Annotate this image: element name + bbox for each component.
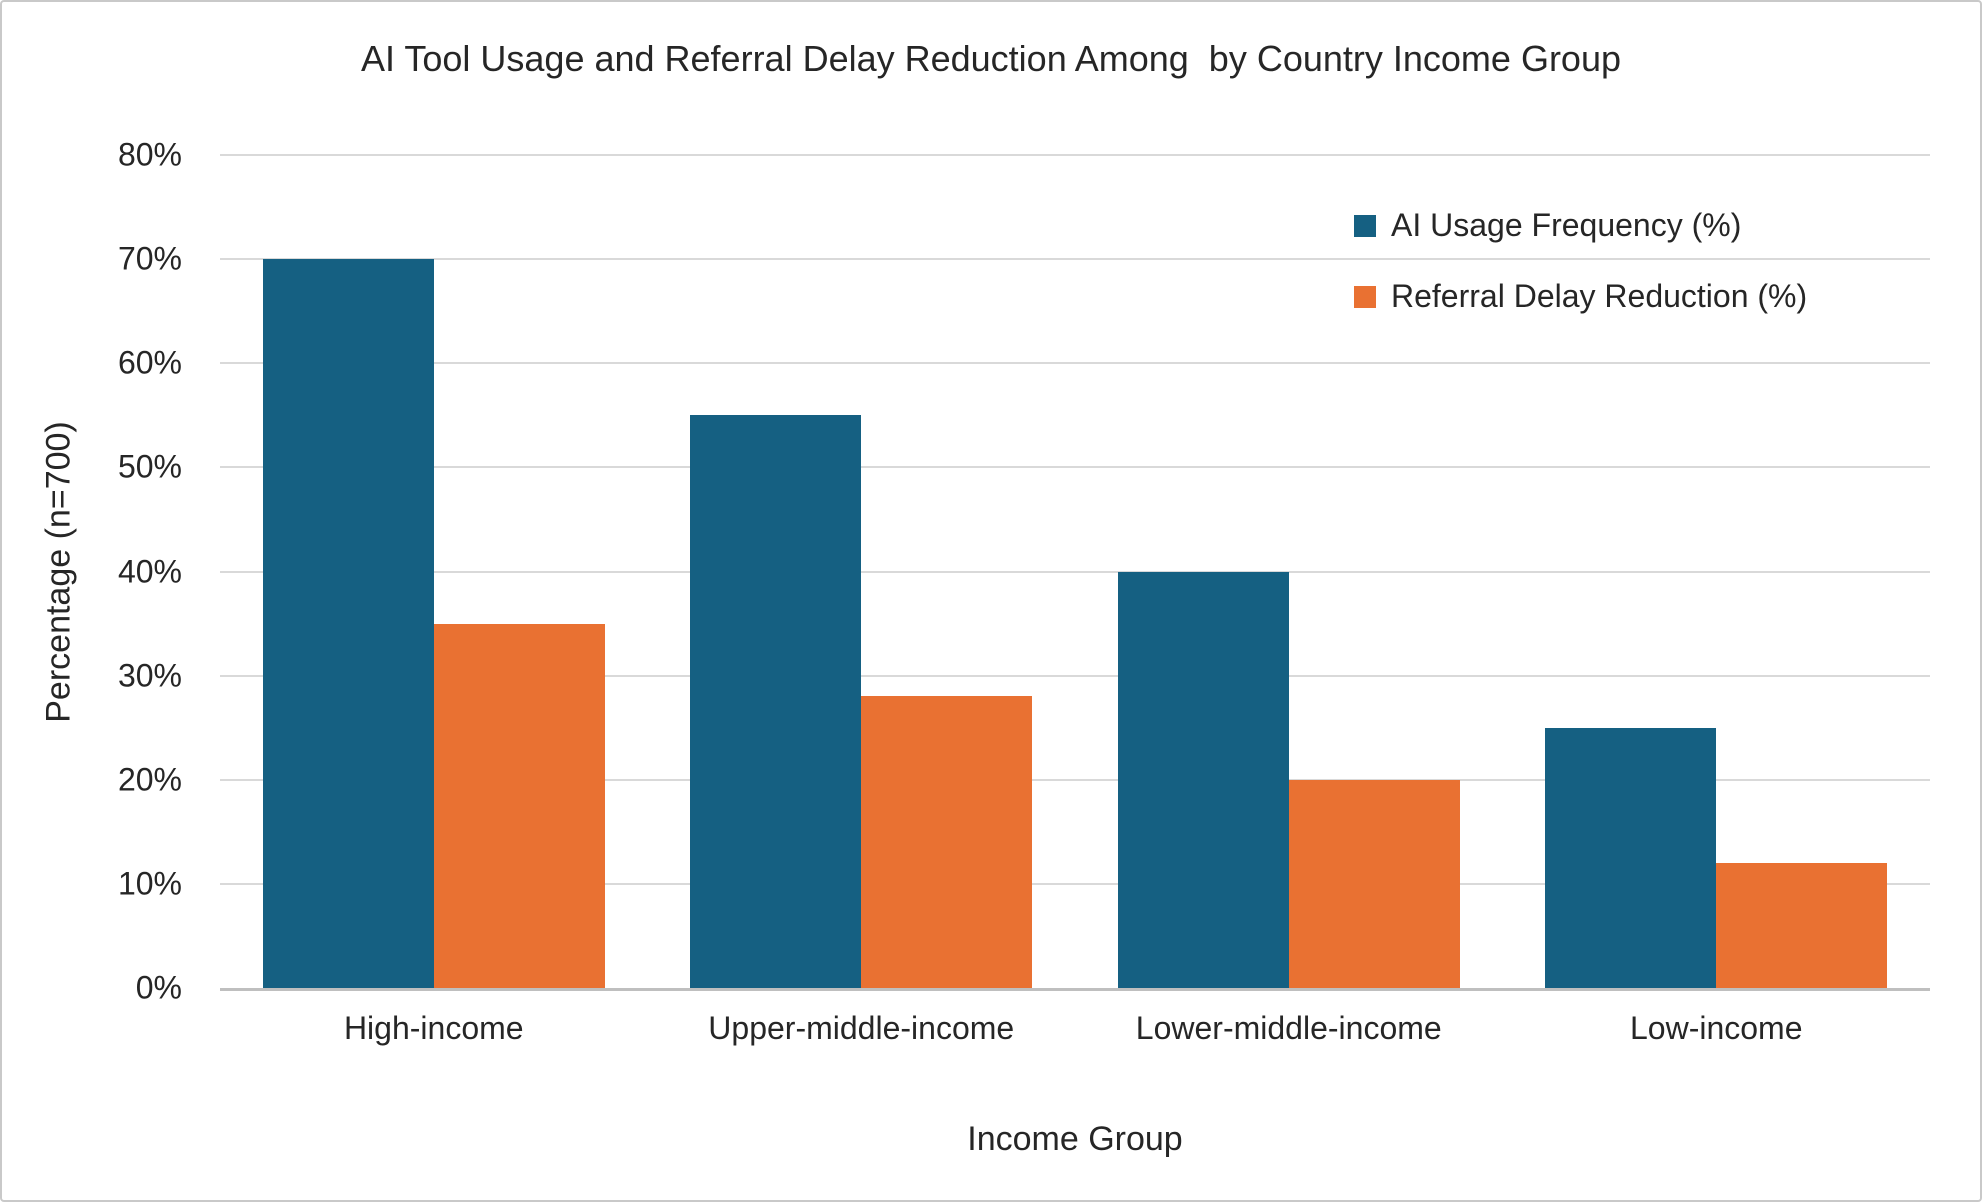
x-label-high-income: High-income xyxy=(343,1010,524,1046)
bar-series1-high-income xyxy=(433,623,605,988)
y-axis-tick-labels: 0% 10% 20% 30% 40% 50% 60% 70% 80% xyxy=(2,137,182,1006)
y-tick-label-10: 10% xyxy=(117,865,182,902)
gridline-20 xyxy=(220,778,1930,781)
y-tick-label-50: 50% xyxy=(117,448,182,485)
y-tick-label-60: 60% xyxy=(117,344,182,381)
gridline-40 xyxy=(220,570,1930,573)
legend-item-referral-delay: Referral Delay Reduction (%) xyxy=(1354,278,1807,315)
gridline-80 xyxy=(220,154,1930,156)
legend-label-ai-usage: AI Usage Frequency (%) xyxy=(1391,207,1742,243)
x-axis-category-labels: High-income Upper-middle-income Lower-midd… xyxy=(220,1010,1930,1054)
x-label-low-income: Low-income xyxy=(1629,1010,1803,1046)
legend-swatch-ai-usage xyxy=(1354,214,1376,237)
gridline-10 xyxy=(220,882,1930,885)
bar-series0-lower-middle-income xyxy=(1117,571,1289,988)
plot-area xyxy=(220,154,1930,991)
x-label-lower-middle-income: Lower-middle-income xyxy=(1135,1010,1442,1046)
y-tick-label-0: 0% xyxy=(135,969,182,1006)
gridline-70 xyxy=(220,258,1930,261)
legend-swatch-referral-delay xyxy=(1354,285,1376,308)
y-tick-label-30: 30% xyxy=(117,657,182,694)
y-tick-label-70: 70% xyxy=(117,240,182,277)
bar-series1-lower-middle-income xyxy=(1288,779,1460,988)
gridline-50 xyxy=(220,466,1930,469)
bar-series0-high-income xyxy=(262,259,434,988)
gridline-60 xyxy=(220,362,1930,365)
x-axis-title: Income Group xyxy=(967,1120,1183,1158)
bar-series0-low-income xyxy=(1545,727,1717,988)
y-tick-label-40: 40% xyxy=(117,553,182,589)
bar-series0-upper-middle-income xyxy=(690,415,862,988)
x-label-upper-middle-income: Upper-middle-income xyxy=(708,1010,1015,1046)
bar-series1-low-income xyxy=(1716,863,1888,988)
legend-item-ai-usage: AI Usage Frequency (%) xyxy=(1354,207,1807,244)
bar-series1-upper-middle-income xyxy=(861,696,1033,988)
gridline-30 xyxy=(220,674,1930,677)
y-tick-label-20: 20% xyxy=(117,761,182,798)
legend: AI Usage Frequency (%) Referral Delay Re… xyxy=(1354,207,1807,315)
legend-label-referral-delay: Referral Delay Reduction (%) xyxy=(1391,278,1808,314)
chart-title: AI Tool Usage and Referral Delay Reducti… xyxy=(361,38,1621,79)
y-tick-label-80: 80% xyxy=(117,136,182,173)
